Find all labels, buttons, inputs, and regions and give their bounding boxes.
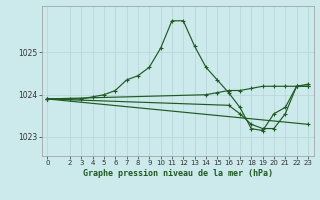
X-axis label: Graphe pression niveau de la mer (hPa): Graphe pression niveau de la mer (hPa) <box>83 169 273 178</box>
